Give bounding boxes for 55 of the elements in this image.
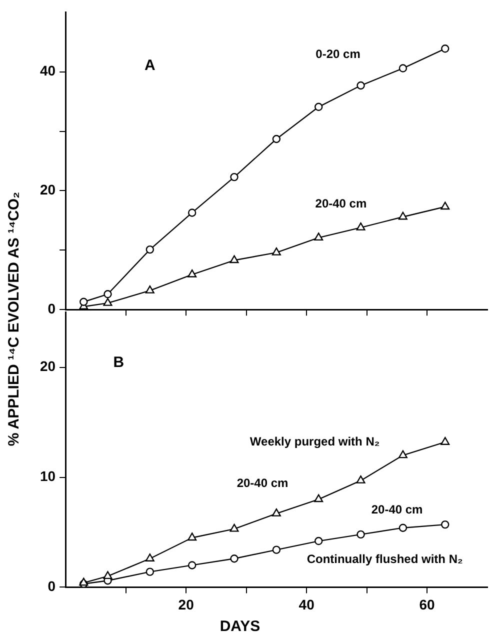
point bbox=[440, 202, 450, 210]
y-tick-label: 10 bbox=[40, 468, 56, 484]
point bbox=[103, 298, 112, 306]
point bbox=[314, 232, 324, 241]
point bbox=[272, 134, 281, 144]
point bbox=[103, 571, 112, 580]
x-tick-label: 20 bbox=[178, 596, 194, 612]
point bbox=[145, 554, 154, 562]
point bbox=[230, 524, 239, 532]
annotation: Weekly purged with N₂ bbox=[250, 434, 380, 448]
point bbox=[230, 255, 239, 264]
y-tick-label: 0 bbox=[48, 300, 56, 316]
annotation: 20-40 cm bbox=[315, 196, 367, 211]
x-axis-title: DAYS bbox=[220, 618, 260, 635]
point bbox=[398, 524, 408, 532]
point bbox=[441, 520, 450, 529]
point bbox=[230, 554, 238, 563]
y-tick-label: 0 bbox=[48, 578, 56, 594]
point bbox=[356, 530, 365, 539]
point bbox=[314, 536, 323, 546]
annotation: A bbox=[144, 57, 156, 74]
y-tick-label: 20 bbox=[40, 358, 56, 374]
point bbox=[441, 44, 450, 53]
y-axis-title: % APPLIED ¹⁴C EVOLVED AS ¹⁴CO₂ bbox=[6, 192, 22, 446]
point bbox=[314, 494, 324, 502]
point bbox=[356, 81, 365, 90]
annotation: 20-40 cm bbox=[371, 502, 423, 517]
annotation: Continually flushed with N₂ bbox=[306, 552, 463, 566]
annotation: 0-20 cm bbox=[316, 46, 360, 61]
point bbox=[272, 247, 281, 256]
point bbox=[80, 298, 88, 306]
point bbox=[356, 475, 366, 484]
point bbox=[188, 269, 197, 278]
point bbox=[188, 561, 196, 570]
x-tick-label: 60 bbox=[419, 596, 436, 612]
point bbox=[398, 450, 408, 458]
point bbox=[272, 508, 281, 516]
annotation: 20-40 cm bbox=[236, 476, 288, 490]
point bbox=[356, 222, 366, 230]
point bbox=[188, 532, 197, 541]
annotation: B bbox=[113, 354, 124, 372]
point bbox=[398, 64, 408, 72]
point bbox=[146, 568, 154, 576]
point bbox=[104, 290, 112, 298]
point bbox=[145, 285, 154, 294]
point bbox=[188, 208, 196, 217]
point bbox=[146, 245, 154, 254]
point bbox=[314, 102, 323, 112]
point bbox=[230, 172, 238, 182]
x-tick-label: 40 bbox=[298, 596, 315, 612]
point bbox=[272, 546, 281, 554]
y-tick-label: 40 bbox=[40, 62, 56, 79]
point bbox=[440, 437, 450, 445]
point bbox=[398, 212, 408, 220]
y-tick-label: 20 bbox=[40, 182, 56, 198]
